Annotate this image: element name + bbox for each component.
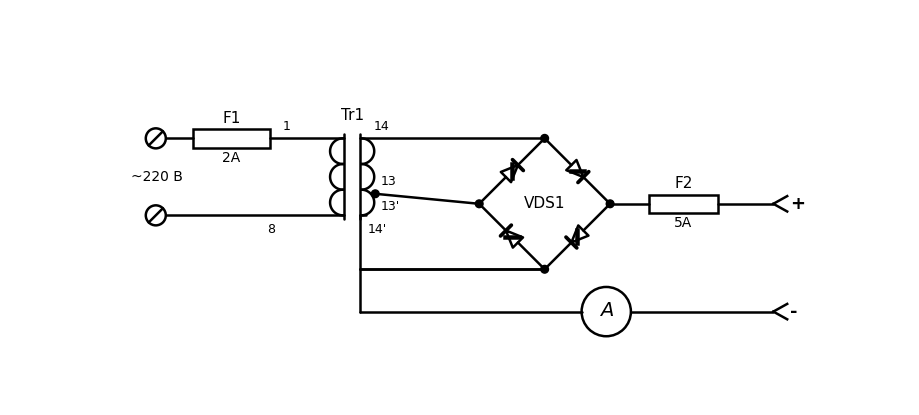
Text: A: A: [599, 300, 612, 320]
Text: 1: 1: [282, 120, 290, 133]
Text: ~220 В: ~220 В: [131, 170, 183, 184]
Text: 14: 14: [373, 120, 389, 133]
Circle shape: [475, 200, 482, 208]
Circle shape: [606, 200, 613, 208]
Text: F2: F2: [674, 176, 692, 191]
Circle shape: [371, 190, 379, 198]
Text: 13': 13': [380, 200, 400, 213]
Text: Tr1: Tr1: [340, 108, 363, 123]
Text: VDS1: VDS1: [523, 196, 565, 211]
Circle shape: [540, 134, 548, 142]
Text: 13: 13: [380, 175, 396, 188]
Text: F1: F1: [221, 111, 240, 126]
Text: +: +: [789, 195, 804, 213]
Text: 2A: 2A: [221, 151, 240, 165]
Circle shape: [540, 266, 548, 273]
Text: 8: 8: [267, 223, 275, 236]
Text: 5A: 5A: [674, 216, 692, 230]
Bar: [193, 129, 269, 148]
Text: 14': 14': [368, 223, 386, 236]
Text: -: -: [789, 303, 797, 321]
Bar: [648, 195, 717, 213]
